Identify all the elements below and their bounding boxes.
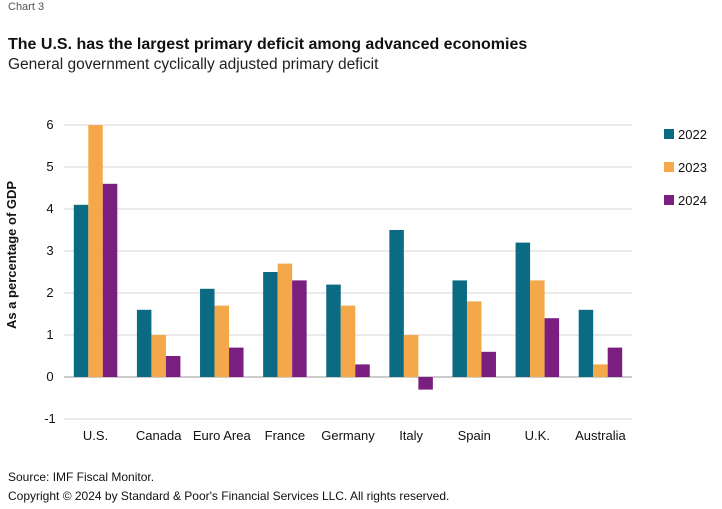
bar-2023 xyxy=(214,305,230,377)
bar-2022 xyxy=(263,272,278,377)
legend-swatch xyxy=(664,195,674,205)
x-category-label: Euro Area xyxy=(193,428,252,443)
bars xyxy=(73,125,623,390)
bar-2024 xyxy=(418,377,433,390)
bar-2022 xyxy=(73,204,89,377)
bar-2024 xyxy=(292,280,307,377)
x-category-label: Italy xyxy=(399,428,423,443)
bar-2022 xyxy=(326,284,341,377)
bar-2024 xyxy=(607,347,623,377)
y-tick-label: 0 xyxy=(46,369,53,384)
bar-chart: -1 0 1 2 3 4 5 6 U.S. Canada Euro Area France Germa… xyxy=(4,117,707,443)
bar-2022 xyxy=(136,309,152,377)
x-category-label: Australia xyxy=(575,428,626,443)
bar-2022 xyxy=(578,309,594,377)
legend-label: 2022 xyxy=(678,127,707,142)
y-axis: -1 0 1 2 3 4 5 6 xyxy=(44,117,56,426)
bar-2024 xyxy=(102,183,118,377)
bar-2023 xyxy=(593,364,608,377)
x-category-label: Germany xyxy=(321,428,375,443)
x-category-label: U.K. xyxy=(525,428,550,443)
legend: 2022 2023 2024 xyxy=(664,127,707,208)
bar-2023 xyxy=(151,335,166,377)
legend-label: 2024 xyxy=(678,193,707,208)
chart-subtitle: General government cyclically adjusted p… xyxy=(8,56,379,73)
bar-2023 xyxy=(340,305,356,377)
y-tick-label: 5 xyxy=(46,159,53,174)
x-category-label: U.S. xyxy=(83,428,108,443)
y-tick-label: 1 xyxy=(46,327,53,342)
bar-2022 xyxy=(515,242,531,377)
bar-2024 xyxy=(229,347,244,377)
x-axis: U.S. Canada Euro Area France Germany Italy Spa… xyxy=(83,428,627,443)
bar-2023 xyxy=(530,280,545,377)
bar-2024 xyxy=(481,351,496,377)
chart-label: Chart 3 xyxy=(8,1,45,13)
bar-2024 xyxy=(355,364,370,377)
bar-2023 xyxy=(88,125,103,377)
y-tick-label: 2 xyxy=(46,285,53,300)
bar-2022 xyxy=(389,230,404,377)
bar-2023 xyxy=(403,335,419,377)
y-tick-label: 6 xyxy=(46,117,53,132)
legend-label: 2023 xyxy=(678,160,707,175)
source-note: Source: IMF Fiscal Monitor. xyxy=(8,470,155,484)
y-tick-label: 3 xyxy=(46,243,53,258)
chart-title: The U.S. has the largest primary deficit… xyxy=(8,36,528,53)
copyright-note: Copyright © 2024 by Standard & Poor's Fi… xyxy=(8,489,450,503)
x-category-label: Spain xyxy=(458,428,491,443)
y-tick-label: 4 xyxy=(46,201,53,216)
bar-2023 xyxy=(277,263,293,377)
bar-2023 xyxy=(466,301,482,377)
x-category-label: France xyxy=(265,428,305,443)
legend-swatch xyxy=(664,162,674,172)
y-tick-label: -1 xyxy=(44,411,56,426)
x-category-label: Canada xyxy=(136,428,182,443)
bar-2024 xyxy=(544,318,560,377)
legend-swatch xyxy=(664,129,674,139)
y-axis-label: As a percentage of GDP xyxy=(4,181,19,329)
bar-2024 xyxy=(165,356,181,377)
bar-2022 xyxy=(452,280,467,377)
bar-2022 xyxy=(200,288,215,377)
